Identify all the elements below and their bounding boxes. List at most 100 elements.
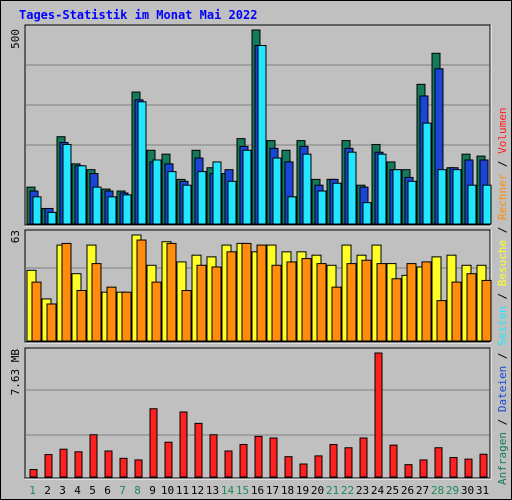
bar-volumen xyxy=(434,447,443,478)
x-tick-label-day: 9 xyxy=(149,484,156,497)
x-tick-label-day: 15 xyxy=(236,484,249,497)
bar-seiten xyxy=(257,45,267,225)
legend-separator: / xyxy=(496,154,509,174)
bar-rechner xyxy=(451,281,462,342)
bar-seiten xyxy=(197,171,207,225)
bar-volumen xyxy=(254,435,263,478)
bar-volumen xyxy=(269,437,278,478)
bar-rechner xyxy=(316,263,327,342)
bar-volumen xyxy=(74,451,83,478)
x-tick-label-day: 11 xyxy=(176,484,189,497)
bar-rechner xyxy=(31,281,42,342)
bar-rechner xyxy=(301,258,312,342)
bar-seiten xyxy=(77,165,87,225)
bar-seiten xyxy=(302,153,312,225)
x-tick-label-day: 1 xyxy=(29,484,36,497)
bar-rechner xyxy=(391,278,402,342)
x-tick-label-day: 25 xyxy=(386,484,399,497)
x-tick-label-day: 12 xyxy=(191,484,204,497)
legend-item-besuche: Besuche xyxy=(496,240,509,286)
bar-seiten xyxy=(347,151,357,225)
legend-separator: / xyxy=(496,412,509,432)
chart-title: Tages-Statistik im Monat Mai 2022 xyxy=(19,8,257,22)
bar-volumen xyxy=(149,408,158,478)
x-tick-label-day: 23 xyxy=(356,484,369,497)
x-tick-label-day: 7 xyxy=(119,484,126,497)
bar-rechner xyxy=(121,291,132,342)
legend-item-anfragen: Anfragen xyxy=(496,432,509,485)
bar-seiten xyxy=(287,196,297,225)
x-tick-label-day: 29 xyxy=(446,484,459,497)
bar-seiten xyxy=(182,184,192,225)
bar-seiten xyxy=(47,211,57,225)
x-tick-label-day: 5 xyxy=(89,484,96,497)
bar-volumen xyxy=(449,456,458,478)
bar-rechner xyxy=(76,290,87,342)
legend-separator: / xyxy=(496,286,509,306)
bar-seiten xyxy=(317,190,327,225)
x-tick-label-day: 26 xyxy=(401,484,414,497)
bar-volumen xyxy=(29,469,38,478)
bar-rechner xyxy=(106,286,117,342)
bar-rechner xyxy=(241,242,252,342)
x-tick-label-day: 28 xyxy=(431,484,444,497)
legend-item-rechner: Rechner xyxy=(496,173,509,220)
bar-seiten xyxy=(92,186,102,225)
x-tick-label-day: 24 xyxy=(371,484,385,497)
bar-seiten xyxy=(407,180,417,225)
bar-volumen xyxy=(314,455,323,478)
bar-seiten xyxy=(62,143,72,225)
bar-rechner xyxy=(436,300,447,342)
bar-seiten xyxy=(152,159,162,225)
legend-item-volumen: Volumen xyxy=(496,107,509,153)
bar-rechner xyxy=(286,261,297,342)
bar-seiten xyxy=(377,153,387,225)
bar-volumen xyxy=(59,448,68,478)
x-tick-label-day: 22 xyxy=(341,484,354,497)
bar-rechner xyxy=(256,244,267,342)
y-tick-label-top: 500 xyxy=(9,29,22,49)
x-tick-label-day: 8 xyxy=(134,484,141,497)
legend-separator: / xyxy=(496,220,509,240)
bar-rechner xyxy=(196,264,207,342)
y-tick-label-middle: 63 xyxy=(9,230,22,243)
x-tick-label-day: 30 xyxy=(461,484,474,497)
bar-volumen xyxy=(89,434,98,478)
bar-rechner xyxy=(331,286,342,342)
x-tick-label-day: 10 xyxy=(161,484,174,497)
x-tick-label-day: 27 xyxy=(416,484,429,497)
bar-seiten xyxy=(392,169,402,225)
bar-volumen xyxy=(179,411,188,478)
bar-volumen xyxy=(479,453,488,478)
bar-seiten xyxy=(32,196,42,225)
x-tick-label-day: 3 xyxy=(59,484,66,497)
x-tick-label-day: 4 xyxy=(74,484,81,497)
x-tick-label-day: 6 xyxy=(104,484,111,497)
bar-rechner xyxy=(226,251,237,342)
bar-volumen xyxy=(389,444,398,478)
x-tick-label-day: 16 xyxy=(251,484,264,497)
bar-rechner xyxy=(481,279,492,342)
bar-volumen xyxy=(164,441,173,478)
bar-rechner xyxy=(166,242,177,342)
x-tick-label-day: 20 xyxy=(311,484,324,497)
bar-volumen xyxy=(329,443,338,478)
bar-rechner xyxy=(346,263,357,342)
bar-volumen xyxy=(134,459,143,478)
bar-volumen xyxy=(374,352,383,478)
bar-seiten xyxy=(137,101,147,225)
legend-vertical: Anfragen / Dateien / Seiten / Besuche / … xyxy=(496,107,509,485)
bar-seiten xyxy=(422,122,432,225)
bar-rechner xyxy=(361,259,372,342)
bar-volumen xyxy=(299,463,308,478)
bar-volumen xyxy=(104,450,113,478)
x-tick-label-day: 17 xyxy=(266,484,279,497)
bar-volumen xyxy=(344,447,353,478)
bar-rechner xyxy=(91,263,102,342)
x-tick-label-day: 19 xyxy=(296,484,309,497)
x-tick-label-day: 31 xyxy=(476,484,489,497)
bar-volumen xyxy=(419,459,428,478)
bar-rechner xyxy=(136,239,147,342)
